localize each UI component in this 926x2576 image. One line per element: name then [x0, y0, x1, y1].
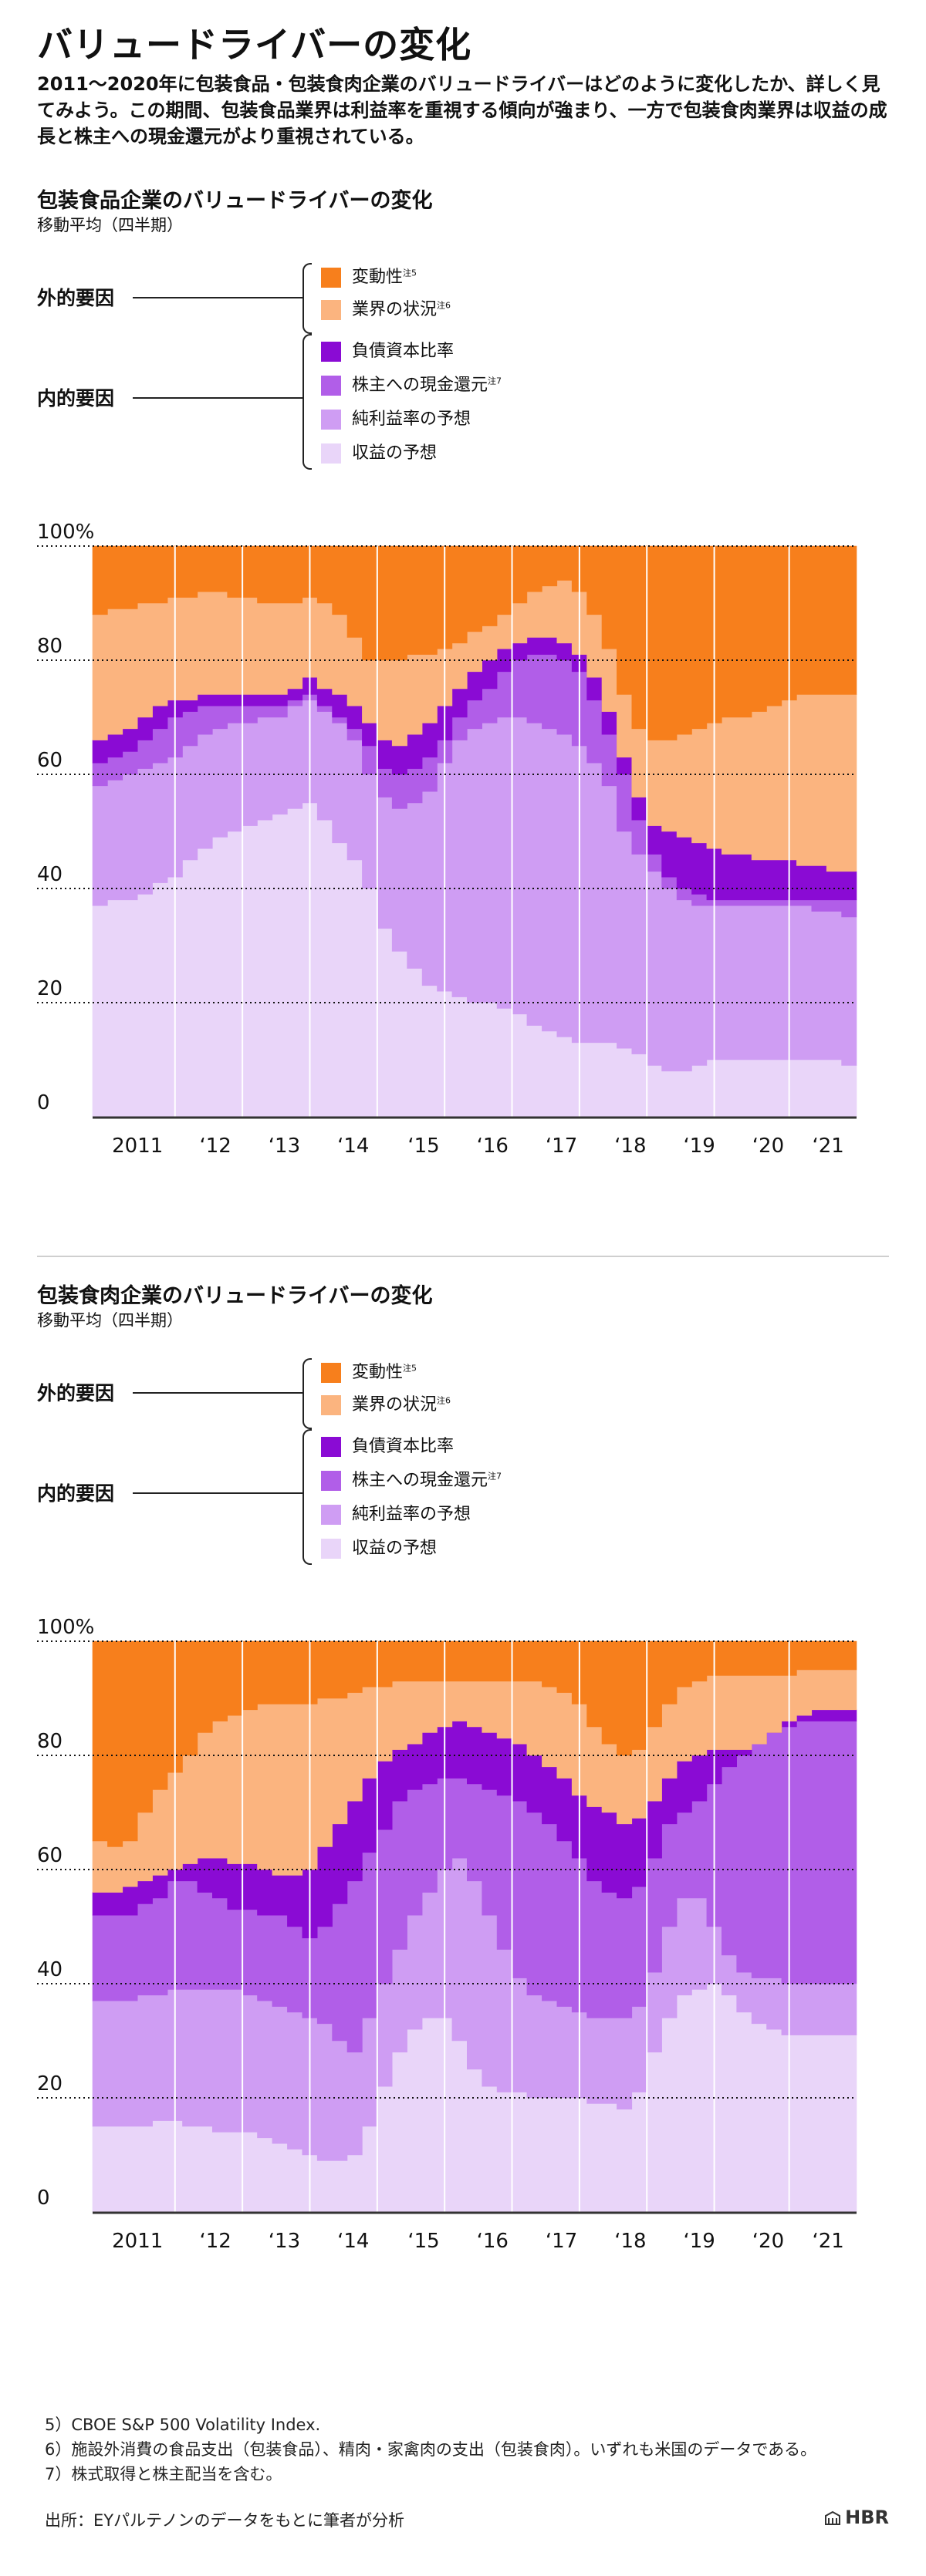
legend-swatch: [321, 410, 341, 430]
legend-group-internal: 内的要因: [37, 1482, 115, 1505]
x-tick-label: 2011: [112, 1135, 163, 1158]
x-tick-label: ‘16: [477, 1135, 509, 1158]
legend-label: 負債資本比率: [352, 1437, 455, 1456]
legend: 外的要因内的要因 変動性注5 業界の状況注6 負債資本比率株主への現金還元注7 純利益率…: [0, 257, 926, 480]
x-tick-label: ‘18: [614, 1135, 646, 1158]
x-tick-label: ‘13: [269, 1135, 300, 1158]
legend-label: 負債資本比率: [352, 342, 455, 361]
legend-brace: [302, 1429, 312, 1565]
x-tick-label: ‘20: [752, 2230, 784, 2253]
legend-label: 変動性注5: [352, 1363, 417, 1382]
legend-swatch: [321, 443, 341, 464]
legend-label: 純利益率の予想: [352, 1505, 471, 1524]
footnote: 7）株式取得と株主配当を含む。: [45, 2465, 282, 2483]
legend-connector: [133, 1392, 302, 1394]
chart-section-packaged-food: 包装食品企業のバリュードライバーの変化 移動平均（四半期） 外的要因内的要因 変動…: [0, 184, 926, 1209]
y-tick-label: 40: [37, 1958, 63, 1981]
x-tick-label: ‘17: [546, 1135, 577, 1158]
legend-label: 株主への現金還元注7: [352, 376, 502, 395]
legend-swatch: [321, 268, 341, 288]
x-tick-label: 2011: [112, 2230, 163, 2253]
legend-swatch: [321, 376, 341, 396]
x-tick-label: ‘21: [812, 1135, 843, 1158]
page-subtitle: 2011～2020年に包装食品・包装食肉企業のバリュードライバーはどのように変化…: [37, 73, 887, 147]
y-tick-label: 60: [37, 749, 63, 772]
y-tick-label: 0: [37, 2187, 50, 2210]
y-tick-label: 40: [37, 863, 63, 886]
x-tick-label: ‘19: [683, 1135, 715, 1158]
legend-brace: [302, 334, 312, 470]
legend-label: 収益の予想: [352, 443, 438, 463]
legend-swatch: [321, 1437, 341, 1457]
x-tick-label: ‘19: [683, 2230, 715, 2253]
legend-swatch: [321, 1363, 341, 1383]
legend-swatch: [321, 1505, 341, 1525]
legend-label: 純利益率の予想: [352, 410, 471, 429]
legend-group-external: 外的要因: [37, 287, 115, 309]
y-tick-label: 60: [37, 1844, 63, 1867]
legend-label: 変動性注5: [352, 268, 417, 287]
legend-label: 業界の状況注6: [352, 300, 451, 319]
x-tick-label: ‘14: [337, 1135, 369, 1158]
chart-section-packaged-meat: 包装食肉企業のバリュードライバーの変化 移動平均（四半期） 外的要因内的要因 変動…: [0, 1279, 926, 2305]
legend-brace: [302, 1358, 312, 1429]
legend-group-internal: 内的要因: [37, 387, 115, 410]
legend: 外的要因内的要因 変動性注5 業界の状況注6 負債資本比率株主への現金還元注7 純利益率…: [0, 1352, 926, 1576]
chart-title: 包装食品企業のバリュードライバーの変化: [37, 189, 433, 213]
x-tick-label: ‘12: [199, 2230, 231, 2253]
legend-label: 株主への現金還元注7: [352, 1471, 502, 1490]
x-tick-label: ‘12: [199, 1135, 231, 1158]
y-tick-label: 20: [37, 977, 63, 1000]
chart-title: 包装食肉企業のバリュードライバーの変化: [37, 1284, 433, 1308]
y-tick-label: 0: [37, 1091, 50, 1114]
legend-swatch: [321, 342, 341, 362]
footnote: 5）CBOE S&P 500 Volatility Index.: [45, 2416, 321, 2434]
legend-label: 業界の状況注6: [352, 1395, 451, 1414]
chart-subtitle: 移動平均（四半期）: [37, 216, 183, 234]
legend-connector: [133, 297, 302, 298]
stacked-area-chart: 0 20 40 60 80 100% 2011 ‘12 ‘13 ‘14 ‘15 ‘16 ‘17 ‘18 ‘1…: [37, 1616, 857, 2253]
footnote: 6）施設外消費の食品支出（包装食品）、精肉・家禽肉の支出（包装食肉）。いずれも米…: [45, 2440, 817, 2459]
legend-swatch: [321, 1395, 341, 1415]
x-tick-label: ‘13: [269, 2230, 300, 2253]
hbr-logo: HBR: [824, 2507, 889, 2528]
x-tick-label: ‘14: [337, 2230, 369, 2253]
legend-swatch: [321, 300, 341, 320]
x-tick-label: ‘16: [477, 2230, 509, 2253]
hbr-logo-icon: [825, 2510, 841, 2525]
hbr-logo-text: HBR: [845, 2507, 889, 2528]
legend-swatch: [321, 1539, 341, 1559]
footnotes: 5）CBOE S&P 500 Volatility Index. 6）施設外消費…: [45, 2412, 816, 2487]
legend-connector: [133, 1492, 302, 1494]
section-divider: [37, 1256, 889, 1257]
page-title: バリュードライバーの変化: [37, 24, 472, 66]
y-tick-label: 80: [37, 635, 63, 658]
x-tick-label: ‘18: [614, 2230, 646, 2253]
y-tick-label: 100%: [37, 521, 94, 544]
y-tick-label: 100%: [37, 1616, 94, 1639]
legend-brace: [302, 263, 312, 334]
legend-swatch: [321, 1471, 341, 1491]
chart-subtitle: 移動平均（四半期）: [37, 1311, 183, 1330]
series-area-5: [92, 545, 857, 740]
y-tick-label: 20: [37, 2072, 63, 2096]
x-tick-label: ‘15: [407, 1135, 439, 1158]
legend-group-external: 外的要因: [37, 1382, 115, 1404]
y-tick-label: 80: [37, 1730, 63, 1753]
legend-label: 収益の予想: [352, 1539, 438, 1558]
legend-connector: [133, 397, 302, 399]
x-tick-label: ‘15: [407, 2230, 439, 2253]
x-tick-label: ‘20: [752, 1135, 784, 1158]
source-note: 出所：EYパルテノンのデータをもとに筆者が分析: [45, 2511, 405, 2530]
x-tick-label: ‘17: [546, 2230, 577, 2253]
stacked-area-chart: 0 20 40 60 80 100% 2011 ‘12 ‘13 ‘14 ‘15 ‘16 ‘17 ‘18 ‘1…: [37, 521, 857, 1158]
x-tick-label: ‘21: [812, 2230, 843, 2253]
